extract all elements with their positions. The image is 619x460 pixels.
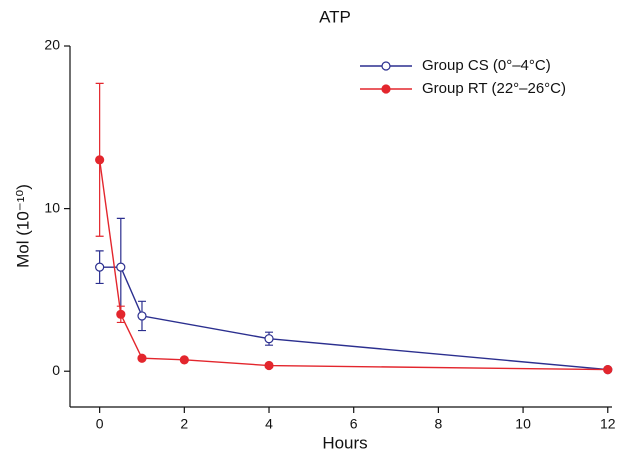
x-tick-label: 10 bbox=[515, 416, 531, 432]
data-point bbox=[116, 309, 126, 319]
x-axis-label: Hours bbox=[322, 433, 367, 452]
x-tick-label: 0 bbox=[96, 416, 104, 432]
series-line bbox=[99, 266, 608, 371]
y-tick-label: 10 bbox=[44, 199, 60, 215]
y-axis-label: Mol (10⁻¹⁰) bbox=[13, 184, 32, 268]
legend-label: Group CS (0°–4°C) bbox=[422, 57, 551, 74]
x-tick-label: 6 bbox=[350, 416, 358, 432]
legend-marker bbox=[381, 61, 391, 71]
data-point bbox=[95, 262, 105, 272]
x-tick-label: 4 bbox=[265, 416, 273, 432]
data-point bbox=[264, 334, 274, 344]
legend-marker bbox=[381, 84, 391, 94]
data-point bbox=[603, 364, 613, 375]
data-point bbox=[95, 155, 105, 165]
series-line bbox=[98, 159, 608, 371]
y-tick-label: 0 bbox=[52, 362, 60, 378]
data-point bbox=[179, 355, 189, 365]
data-point bbox=[137, 353, 147, 363]
data-point bbox=[116, 262, 126, 272]
chart-title: ATP bbox=[319, 7, 351, 26]
y-tick-label: 20 bbox=[44, 37, 60, 53]
x-tick-label: 2 bbox=[180, 416, 188, 432]
data-point bbox=[137, 311, 147, 321]
x-tick-label: 12 bbox=[600, 416, 616, 432]
x-tick-label: 8 bbox=[434, 416, 442, 432]
data-point bbox=[264, 360, 274, 371]
legend-label: Group RT (22°–26°C) bbox=[422, 80, 566, 97]
